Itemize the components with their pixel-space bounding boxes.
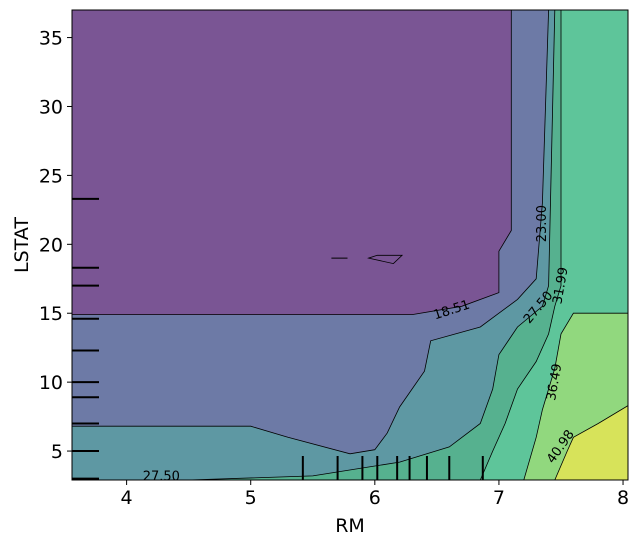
y-axis: 5 10 15 20 25 30 35	[39, 28, 72, 463]
rug-marks	[72, 197, 484, 480]
y-axis-label: LSTAT	[11, 217, 33, 273]
contour-line-18.51	[72, 10, 512, 316]
x-axis-label: RM	[335, 515, 365, 537]
contour-band-6	[554, 405, 628, 480]
x-tick-label-7: 7	[493, 487, 505, 509]
contour-line-36.49	[523, 312, 628, 480]
contour-island	[367, 254, 404, 265]
x-tick-label-4: 4	[121, 487, 133, 509]
contour-line-31.99	[479, 10, 562, 480]
contour-label-36.49: 36.49	[544, 363, 565, 402]
x-tick-label-8: 8	[617, 487, 629, 509]
y-tick-label-20: 20	[39, 234, 63, 256]
plot-frame	[71, 9, 629, 481]
y-tick-label-15: 15	[39, 303, 63, 325]
contour-label-bottom: 27.50	[143, 470, 180, 485]
x-axis: 4 5 6 7 8	[121, 480, 629, 509]
contour-label-31.99: 31.99	[550, 266, 571, 305]
x-tick-label-6: 6	[369, 487, 381, 509]
contour-line-40.98	[554, 405, 628, 480]
plot-area	[72, 10, 628, 480]
x-tick-label-5: 5	[245, 487, 257, 509]
y-tick-label-30: 30	[39, 96, 63, 118]
contour-label-23.00: 23.00	[535, 205, 550, 242]
contour-line-27.5	[72, 10, 556, 480]
y-tick-label-35: 35	[39, 28, 63, 50]
y-tick-label-5: 5	[51, 441, 63, 463]
y-tick-label-10: 10	[39, 372, 63, 394]
contour-line-23	[72, 10, 549, 455]
y-tick-label-25: 25	[39, 165, 63, 187]
contour-band-2	[72, 10, 628, 480]
